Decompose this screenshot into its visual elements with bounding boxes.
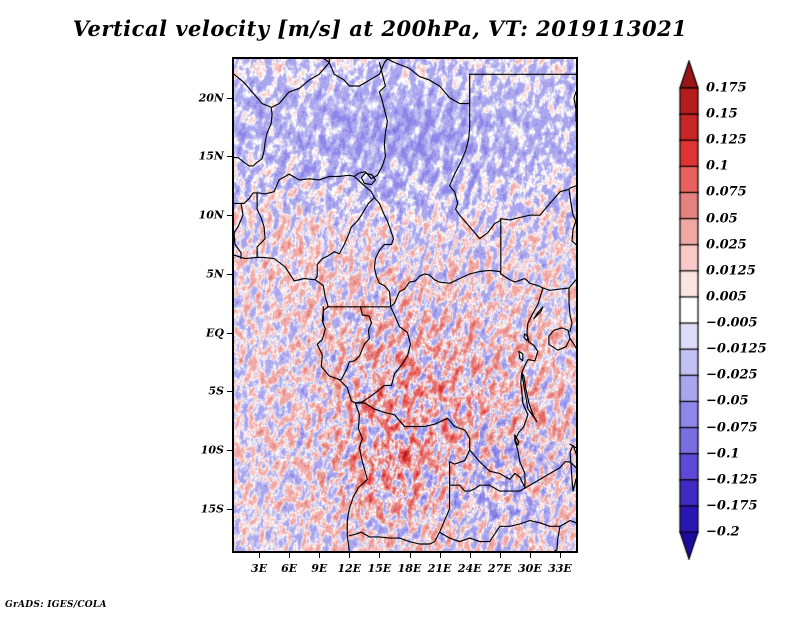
map-border-path xyxy=(568,287,573,332)
map-border-path xyxy=(569,337,576,349)
lat-label: EQ xyxy=(206,326,224,340)
colorbar-tick-label: 0.075 xyxy=(706,184,747,200)
colorbar-tick-label: −0.125 xyxy=(706,472,758,488)
colorbar-tick-label: 0.125 xyxy=(706,132,747,148)
lon-label: 33E xyxy=(548,562,572,575)
lon-label: 21E xyxy=(427,562,452,575)
map-border-path xyxy=(354,306,412,404)
colorbar-tick-label: 0.0125 xyxy=(706,263,756,279)
map-border-path xyxy=(338,306,372,381)
lat-tick xyxy=(227,274,232,275)
map-border-path xyxy=(263,173,355,195)
colorbar-tick-label: −0.005 xyxy=(706,315,758,331)
map-border-path xyxy=(323,59,388,87)
map-border-path xyxy=(449,461,571,492)
map-border-path xyxy=(234,73,273,167)
lon-tick xyxy=(530,553,531,558)
map-border-path xyxy=(360,172,376,186)
map-border-path xyxy=(500,188,576,222)
map-border-path xyxy=(569,444,576,492)
lon-tick xyxy=(319,553,320,558)
lat-label: 5S xyxy=(208,384,224,398)
lon-label: 24E xyxy=(457,562,482,575)
map-border-path xyxy=(449,185,502,240)
map-borders-overlay xyxy=(234,59,576,551)
map-border-path xyxy=(523,333,529,342)
colorbar-tick-label: 0.15 xyxy=(706,106,738,122)
lon-label: 9E xyxy=(311,562,328,575)
lon-label: 12E xyxy=(337,562,362,575)
lon-tick xyxy=(410,553,411,558)
lon-label: 6E xyxy=(281,562,298,575)
colorbar-tick-label: −0.1 xyxy=(706,446,740,462)
map-border-path xyxy=(514,434,520,446)
map-border-path xyxy=(386,59,471,187)
colorbar-tick-label: −0.075 xyxy=(706,420,758,436)
lat-label: 5N xyxy=(206,267,224,281)
lon-label: 15E xyxy=(367,562,392,575)
map-border-path xyxy=(234,192,265,204)
lat-tick xyxy=(227,509,232,510)
lon-label: 30E xyxy=(518,562,542,575)
lon-label: 27E xyxy=(487,562,512,575)
colorbar-tick-label: −0.175 xyxy=(706,498,758,514)
map-border-path xyxy=(234,254,368,551)
lat-label: 10N xyxy=(198,208,224,222)
colorbar-tick-label: −0.0125 xyxy=(706,341,767,357)
lon-label: 3E xyxy=(251,562,268,575)
colorbar-tick-label: −0.025 xyxy=(706,367,758,383)
colorbar: 0.175 0.15 0.125 0.1 0.075 0.05 0.025 0.0125 0.0… xyxy=(670,60,790,560)
map-border-path xyxy=(568,185,576,190)
map-border-path xyxy=(373,197,395,308)
lon-tick xyxy=(349,553,350,558)
lat-tick xyxy=(227,215,232,216)
map-border-path xyxy=(542,279,576,291)
lat-tick xyxy=(227,450,232,451)
lon-label: 18E xyxy=(397,562,422,575)
lon-tick xyxy=(500,553,501,558)
plot-frame xyxy=(232,57,578,553)
map-border-path xyxy=(548,327,571,351)
lat-label: 20N xyxy=(198,91,224,105)
colorbar-tick-label: −0.2 xyxy=(706,524,740,540)
map-border-path xyxy=(439,519,576,543)
map-border-path xyxy=(348,402,471,545)
lat-tick xyxy=(227,98,232,99)
lat-label: 10S xyxy=(200,443,224,457)
map-border-path xyxy=(573,91,576,122)
map-border-path xyxy=(234,202,244,260)
map-border-path xyxy=(571,220,576,246)
map-border-path xyxy=(469,273,544,489)
map-border-path xyxy=(353,61,388,180)
map-border-path xyxy=(518,350,524,362)
map-border-path xyxy=(314,175,375,281)
page-title: Vertical velocity [m/s] at 200hPa, VT: 2… xyxy=(72,16,688,41)
map-border-path xyxy=(271,59,330,108)
colorbar-tick-label: 0.025 xyxy=(706,237,747,253)
lon-tick xyxy=(379,553,380,558)
map-border-path xyxy=(256,192,266,258)
vertical-velocity-field xyxy=(234,59,576,551)
map-border-path xyxy=(389,218,502,308)
map-border-path xyxy=(554,525,561,551)
lat-tick xyxy=(227,333,232,334)
colorbar-tick-label: 0.1 xyxy=(706,158,729,174)
lat-label: 15N xyxy=(198,149,224,163)
lon-tick xyxy=(289,553,290,558)
credit-text: GrADS: IGES/COLA xyxy=(5,600,107,610)
lon-tick xyxy=(470,553,471,558)
lon-tick xyxy=(259,553,260,558)
lat-tick xyxy=(227,156,232,157)
lat-tick xyxy=(227,391,232,392)
lon-tick xyxy=(560,553,561,558)
colorbar-tick-label: 0.175 xyxy=(706,80,747,96)
lon-tick xyxy=(440,553,441,558)
colorbar-tick-label: 0.05 xyxy=(706,211,738,227)
colorbar-tick-label: 0.005 xyxy=(706,289,747,305)
lat-label: 15S xyxy=(200,502,224,516)
map-border-path xyxy=(533,306,544,320)
colorbar-gradient xyxy=(676,60,706,560)
colorbar-tick-label: −0.05 xyxy=(706,393,749,409)
map-border-path xyxy=(521,371,538,423)
